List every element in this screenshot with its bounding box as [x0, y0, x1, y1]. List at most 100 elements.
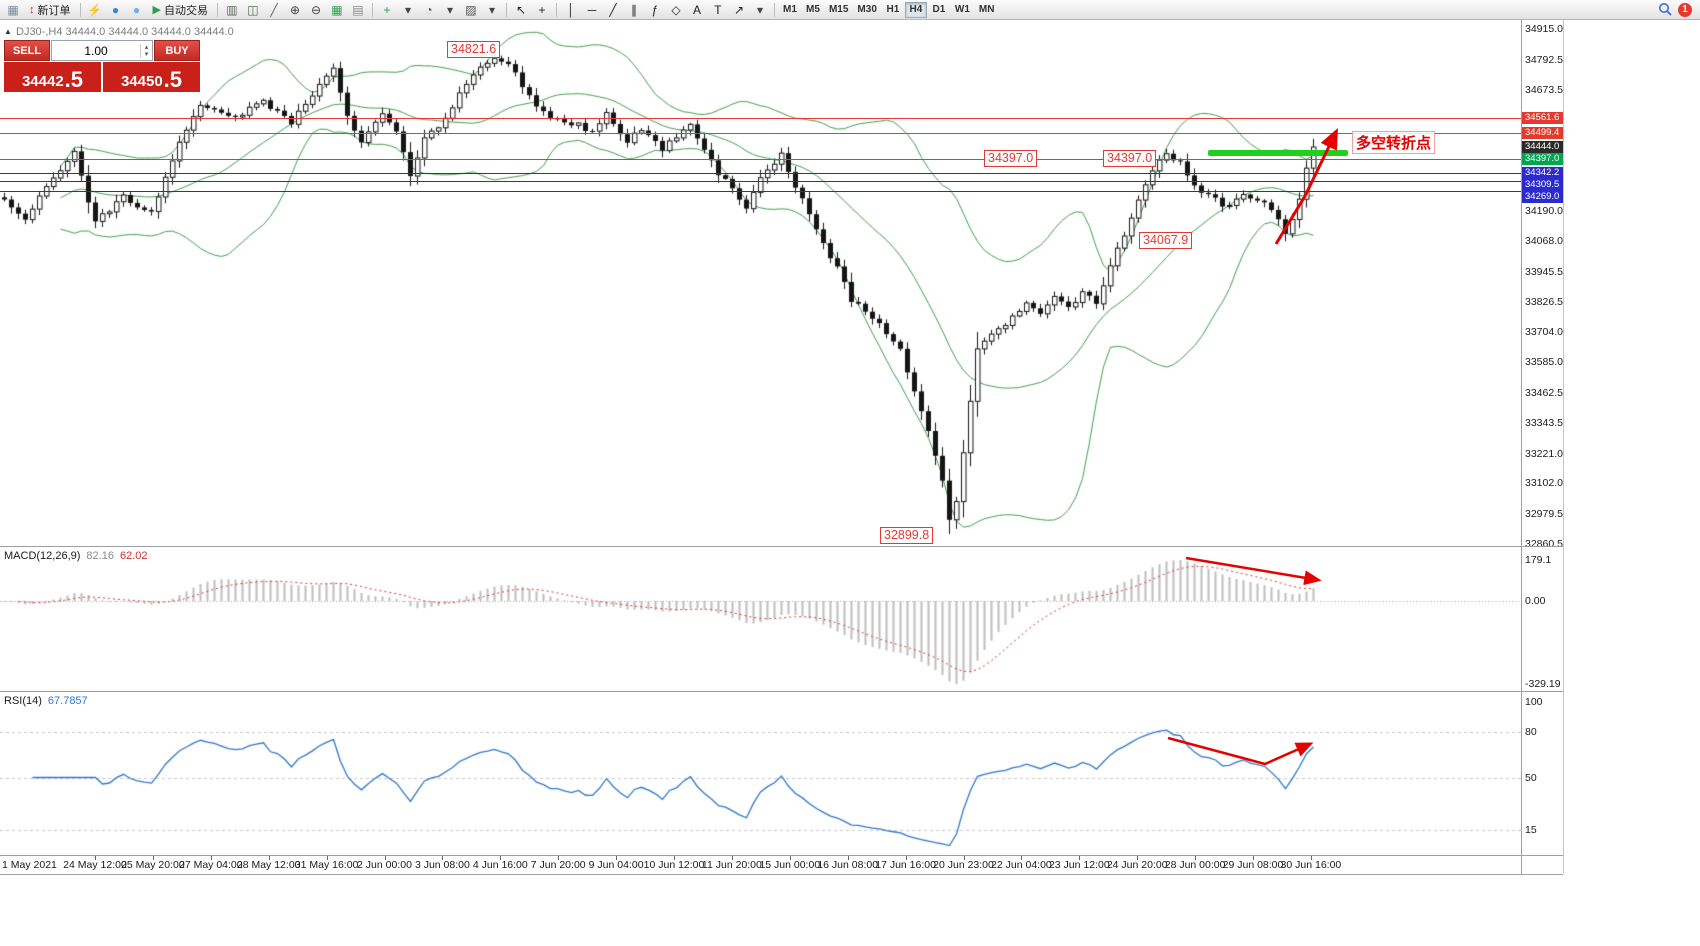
arrange-windows-icon[interactable]: ▤ [352, 2, 364, 17]
order-panel-row2: 34442.5 34450.5 [4, 62, 200, 92]
community-icon[interactable]: ● [111, 2, 120, 17]
templates-dropdown-icon[interactable]: ▾ [488, 2, 495, 17]
toolbar-left-group: ▦ ↕ 新订单 ⚡ ● ● ▶ 自动交易 ▥ ◫ ╱ ⊕ ⊖ ▦ ▤ + ▾ ◔ ▾ ▨ ▾ ↖ + │ ─ ╱ ∥ ƒ ◇ A T ↗ ▾ M1… [3, 0, 998, 20]
horizontal-line-icon[interactable]: ─ [587, 2, 597, 17]
timeframe-m5[interactable]: M5 [806, 4, 820, 15]
cursor-icon[interactable]: ↖ [515, 2, 526, 17]
macd-axis-0.00: 0.00 [1525, 595, 1546, 607]
line-chart-icon[interactable]: ╱ [270, 2, 278, 17]
bottom-price-callout[interactable]: 32899.8 [880, 527, 934, 544]
volume-down-icon[interactable]: ▾ [144, 50, 149, 58]
macd-rsi-separator[interactable] [0, 691, 1563, 692]
candlestick-chart-icon[interactable]: ◫ [247, 2, 259, 17]
toolbar-right-group: 1 [1658, 2, 1697, 17]
chart-macd-separator[interactable] [0, 546, 1563, 547]
time-label-1: 24 May 12:00 [63, 859, 127, 871]
search-icon[interactable] [1658, 2, 1673, 17]
shapes-icon[interactable]: ◇ [671, 2, 681, 17]
text-icon[interactable]: A [692, 2, 701, 17]
trendline-icon[interactable]: ╱ [609, 2, 617, 17]
macd-signal-value: 62.02 [119, 550, 148, 562]
hline-34269.0[interactable] [0, 191, 1521, 192]
timeframe-m15[interactable]: M15 [828, 4, 849, 15]
indicators-dropdown-icon[interactable]: ▾ [404, 2, 411, 17]
new-order-button-icon: ↕ [29, 3, 35, 16]
price-chart-canvas[interactable] [0, 20, 1521, 546]
axis-price-33585.0: 33585.0 [1525, 356, 1563, 369]
timeframe-d1[interactable]: D1 [932, 4, 946, 15]
time-tick-4 [269, 856, 270, 860]
bar-chart-icon[interactable]: ▥ [226, 2, 238, 17]
buy-price[interactable]: 34450.5 [103, 62, 200, 92]
axis-price-34190.0: 34190.0 [1525, 204, 1563, 217]
time-tick-12 [732, 856, 733, 860]
axis-price-33221.0: 33221.0 [1525, 447, 1563, 460]
new-order-button[interactable]: ↕ 新订单 [24, 1, 76, 18]
autotrade-button[interactable]: ▶ 自动交易 [148, 1, 213, 18]
time-tick-19 [1137, 856, 1138, 860]
hline-34342.2[interactable] [0, 173, 1521, 174]
time-label-3: 27 May 04:00 [178, 859, 243, 871]
chart-marker-icon: ▲ [4, 27, 12, 36]
time-tick-14 [848, 856, 849, 860]
rsi-axis-100: 100 [1525, 696, 1543, 708]
timeframe-h1[interactable]: H1 [886, 4, 900, 15]
timeframe-m1[interactable]: M1 [783, 4, 797, 15]
peak-price-callout[interactable]: 34821.6 [447, 41, 501, 58]
time-tick-20 [1195, 856, 1196, 860]
toolbar-separator [216, 2, 218, 17]
order-panel-row1: SELL ▴ ▾ BUY [4, 40, 200, 61]
hline-34309.5[interactable] [0, 181, 1521, 182]
indicators-icon[interactable]: + [383, 2, 391, 17]
periods-icon[interactable]: ◔ [425, 2, 433, 17]
time-label-2: 25 May 20:00 [121, 859, 185, 871]
pivot-price-callout-b[interactable]: 34397.0 [1103, 150, 1157, 167]
periods-dropdown-icon[interactable]: ▾ [446, 2, 453, 17]
sell-button[interactable]: SELL [4, 40, 50, 61]
timeframe-mn[interactable]: MN [978, 4, 995, 15]
channel-icon[interactable]: ∥ [630, 2, 637, 17]
zoom-in-icon[interactable]: ⊕ [289, 2, 300, 17]
rsi-name: RSI(14) [4, 695, 42, 707]
turning-point-text[interactable]: 多空转折点 [1352, 131, 1436, 154]
text-label-icon[interactable]: T [714, 2, 722, 17]
buy-button[interactable]: BUY [154, 40, 200, 61]
hline-34397.0[interactable] [0, 159, 1521, 160]
axis-price-33945.5: 33945.5 [1525, 265, 1563, 278]
window-right-border [1563, 20, 1564, 874]
macd-axis-179.1: 179.1 [1525, 554, 1552, 566]
zoom-out-icon[interactable]: ⊖ [310, 2, 321, 17]
mql5-icon[interactable]: ⚡ [87, 2, 102, 17]
hline-34499.4[interactable] [0, 133, 1521, 134]
timeframe-w1[interactable]: W1 [954, 4, 970, 15]
chart-window-icon[interactable]: ▦ [7, 2, 19, 17]
time-tick-11 [674, 856, 675, 860]
chat-icon[interactable]: ● [132, 2, 141, 17]
timeframe-m30[interactable]: M30 [857, 4, 877, 15]
volume-input[interactable] [52, 43, 140, 58]
time-tick-8 [500, 856, 501, 860]
arrows-tool-icon[interactable]: ↗ [733, 2, 744, 17]
tile-windows-icon[interactable]: ▦ [331, 2, 343, 17]
rsi-canvas[interactable] [0, 692, 1521, 855]
notification-badge[interactable]: 1 [1678, 2, 1692, 17]
support-highlight-segment[interactable] [1208, 150, 1348, 156]
macd-canvas[interactable] [0, 547, 1521, 691]
volume-up-icon[interactable]: ▴ [144, 43, 149, 51]
templates-icon[interactable]: ▨ [465, 2, 477, 17]
vertical-line-icon[interactable]: │ [567, 2, 575, 17]
axis-price-34792.5: 34792.5 [1525, 53, 1563, 66]
crosshair-icon[interactable]: + [538, 2, 546, 17]
time-label-21: 29 Jun 08:00 [1222, 859, 1284, 871]
pivot-price-callout-a[interactable]: 34397.0 [984, 150, 1038, 167]
hline-34561.6[interactable] [0, 118, 1521, 119]
objects-dropdown-icon[interactable]: ▾ [756, 2, 763, 17]
axis-price-33826.5: 33826.5 [1525, 295, 1563, 308]
sell-price[interactable]: 34442.5 [4, 62, 101, 92]
axis-price-34068.0: 34068.0 [1525, 235, 1563, 248]
timeframe-h4[interactable]: H4 [904, 1, 927, 18]
autotrade-button-icon: ▶ [152, 4, 161, 16]
pullback-price-callout[interactable]: 34067.9 [1139, 232, 1193, 249]
fibonacci-icon[interactable]: ƒ [651, 2, 659, 17]
